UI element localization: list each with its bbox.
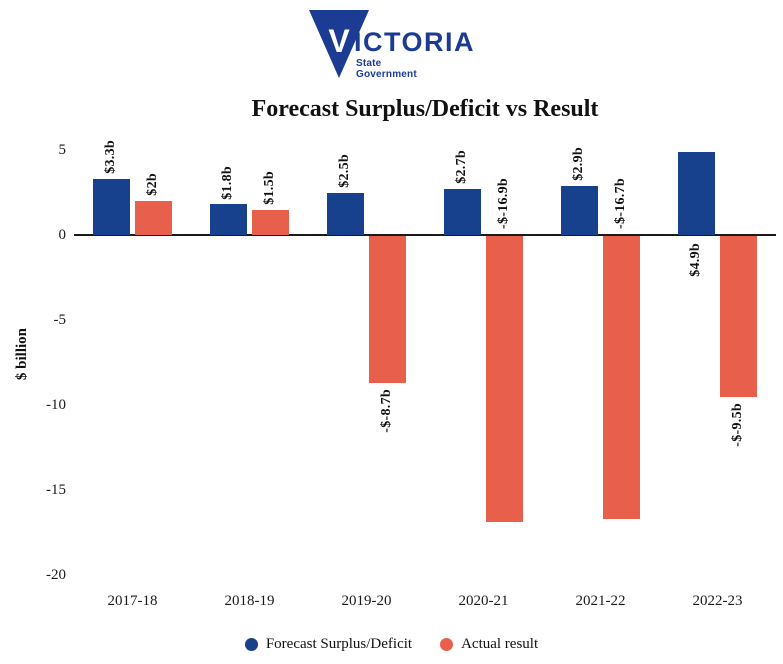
bar-actual-result: [720, 236, 757, 397]
logo-wordmark: ICTORIA: [353, 27, 475, 57]
legend-dot-icon: [244, 638, 258, 651]
y-axis-tick-label: -10: [46, 397, 66, 413]
bar-actual-result: [135, 201, 172, 235]
bar-value-label: $1.8b: [219, 165, 235, 200]
bar-actual-result: [252, 209, 289, 235]
bar-actual-result: [603, 236, 640, 519]
bar-forecast: [561, 185, 598, 235]
chart-title: Forecast Surplus/Deficit vs Result: [251, 96, 599, 122]
victoria-logo: V ICTORIA State Government: [0, 8, 783, 80]
logo-subtitle: State Government: [356, 58, 475, 80]
bar-value-label: $2.9b: [570, 146, 586, 181]
legend-item: Actual result: [440, 636, 538, 653]
bar-value-label: -$-16.9b: [495, 177, 511, 229]
y-axis-tick-label: -5: [53, 312, 67, 328]
bar-value-label: $1.5b: [261, 170, 277, 205]
logo-text: ICTORIA State Government: [353, 27, 475, 81]
x-axis-category-label: 2018-19: [224, 593, 275, 609]
x-axis-line: [74, 234, 776, 236]
bar-forecast: [210, 204, 247, 235]
bar-actual-result: [486, 236, 523, 523]
y-axis-tick-label: 0: [58, 227, 67, 243]
bar-value-label: $2.7b: [453, 150, 469, 185]
x-axis-category-label: 2020-21: [458, 593, 509, 609]
x-axis-category-label: 2022-23: [692, 593, 743, 609]
bar-value-label: -$-16.7b: [612, 177, 628, 229]
bar-value-label: $2b: [144, 173, 160, 196]
bar-forecast: [327, 192, 364, 235]
bar-value-label: $4.9b: [687, 243, 703, 277]
legend: Forecast Surplus/Deficit Actual result: [0, 636, 783, 653]
legend-dot-icon: [440, 638, 454, 651]
legend-label: Actual result: [461, 636, 539, 652]
x-axis-category-label: 2019-20: [341, 593, 392, 609]
y-axis-tick-label: 5: [58, 142, 67, 158]
y-axis-tick-label: -20: [46, 567, 66, 583]
legend-label: Forecast Surplus/Deficit: [265, 636, 413, 652]
bar-value-label: -$-9.5b: [729, 402, 745, 447]
bar-actual-result: [369, 236, 406, 383]
bar-value-label: $3.3b: [102, 140, 118, 174]
victoria-triangle-icon: V: [308, 10, 369, 78]
bar-value-label: -$-8.7b: [378, 388, 394, 433]
y-axis-tick-label: -15: [46, 482, 66, 498]
bar-value-label: $2.5b: [336, 153, 352, 188]
bar-forecast: [678, 151, 715, 235]
bar-forecast: [93, 178, 130, 235]
x-axis-category-label: 2021-22: [575, 593, 626, 609]
logo-letter-v: V: [328, 23, 350, 59]
bar-forecast: [444, 189, 481, 235]
logo-subtitle-line2: Government: [355, 69, 417, 80]
logo-subtitle-line1: State: [355, 58, 382, 69]
x-axis-category-label: 2017-18: [107, 593, 158, 609]
legend-item: Forecast Surplus/Deficit: [244, 636, 413, 653]
